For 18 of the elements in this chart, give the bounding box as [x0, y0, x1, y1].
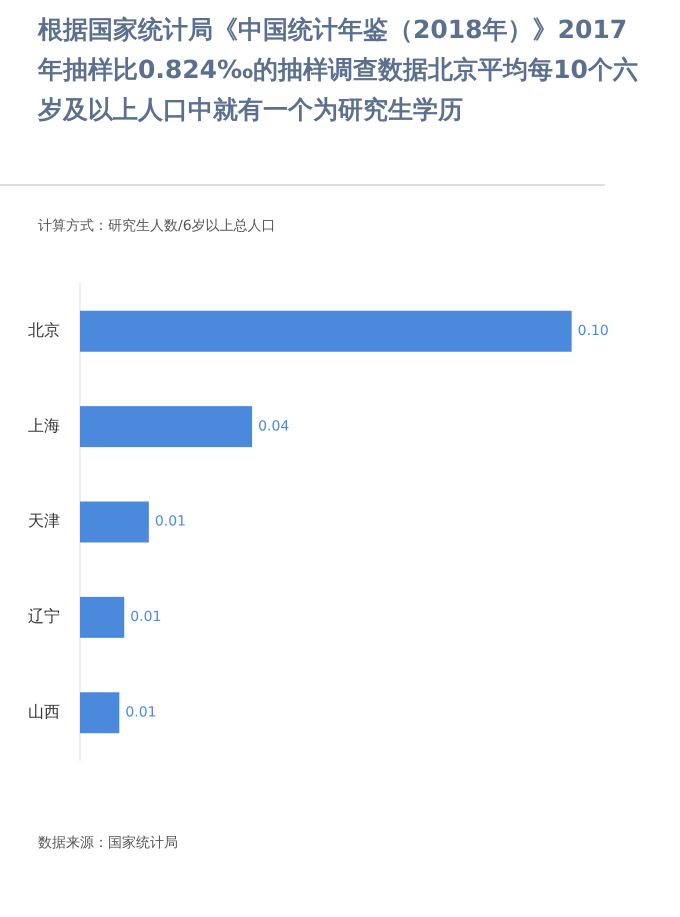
data-label: 0.01 — [125, 704, 157, 720]
y-tick-label: 天津 — [28, 511, 60, 530]
y-tick-label: 北京 — [28, 320, 60, 340]
bar — [80, 692, 120, 734]
data-label: 0.04 — [258, 418, 290, 434]
chart-title: 根据国家统计局《中国统计年鉴（2018年）》2017年抽样比0.824‰的抽样调查数据北京平均每10个六岁及以上人口中就有一个为研究生学历 — [38, 14, 638, 126]
y-tick-label: 山西 — [28, 702, 60, 721]
data-label: 0.01 — [130, 609, 162, 625]
y-tick-label: 辽宁 — [28, 606, 60, 626]
data-label: 0.01 — [154, 514, 186, 530]
chart-subtitle: 计算方式：研究生人数/6岁以上总人口 — [38, 217, 276, 235]
bar — [80, 596, 124, 638]
data-label: 0.10 — [578, 322, 609, 339]
bar — [80, 310, 572, 352]
bar — [80, 502, 149, 543]
bar — [80, 406, 252, 448]
source-note: 数据来源：国家统计局 — [38, 834, 178, 852]
y-tick-label: 上海 — [28, 416, 60, 435]
